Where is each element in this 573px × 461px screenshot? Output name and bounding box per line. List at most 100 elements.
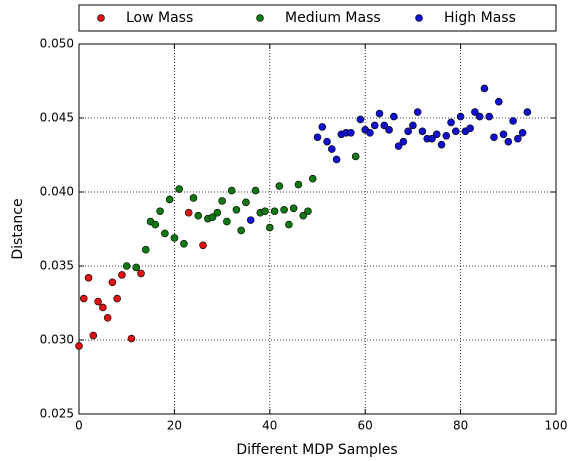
point	[103, 313, 112, 322]
point	[118, 271, 126, 279]
point	[304, 207, 312, 216]
point	[84, 274, 93, 282]
x-tick-label: 0	[75, 419, 83, 433]
point	[490, 133, 498, 142]
legend-marker	[415, 14, 423, 22]
point	[270, 207, 279, 216]
point	[347, 129, 355, 137]
legend-box	[78, 4, 557, 32]
point	[318, 123, 327, 131]
point	[79, 294, 88, 303]
point	[428, 134, 436, 143]
point	[94, 297, 102, 306]
point	[452, 127, 460, 136]
point	[442, 131, 451, 140]
point	[518, 129, 527, 137]
point	[151, 220, 160, 229]
point	[218, 197, 226, 205]
point	[246, 216, 255, 224]
point	[242, 198, 250, 207]
point	[328, 145, 336, 153]
point	[213, 208, 222, 217]
point	[251, 186, 260, 195]
legend-marker	[97, 14, 105, 22]
point	[308, 174, 317, 183]
point	[175, 185, 183, 193]
point	[141, 245, 150, 254]
point	[165, 195, 174, 204]
point	[161, 229, 169, 238]
x-tick-label: 100	[545, 419, 568, 433]
legend-marker	[256, 14, 264, 22]
point	[475, 112, 484, 121]
point	[275, 182, 284, 190]
point	[75, 342, 83, 350]
y-tick-label: 0.050	[40, 37, 74, 51]
point	[466, 124, 474, 133]
point	[237, 226, 245, 235]
point	[366, 129, 374, 137]
y-axis-label: Distance	[10, 198, 26, 259]
point	[514, 134, 522, 143]
point	[99, 303, 107, 312]
point	[494, 97, 503, 106]
point	[485, 112, 494, 121]
point	[180, 240, 188, 248]
y-tick-label: 0.035	[40, 259, 74, 273]
point	[380, 121, 389, 130]
point	[285, 220, 293, 229]
legend-label: Low Mass	[126, 10, 193, 26]
point	[509, 117, 517, 125]
point	[471, 108, 479, 116]
point	[394, 142, 403, 150]
y-tick-label: 0.025	[40, 407, 74, 421]
point	[418, 127, 427, 136]
point	[313, 133, 322, 142]
point	[437, 140, 446, 149]
point	[89, 331, 98, 340]
point	[227, 186, 236, 195]
y-tick-label: 0.030	[40, 333, 74, 347]
point	[432, 130, 441, 139]
point	[137, 269, 145, 278]
point	[122, 262, 131, 270]
point	[370, 121, 379, 130]
point	[351, 152, 360, 161]
point	[323, 137, 331, 146]
point	[194, 211, 203, 220]
point	[447, 118, 455, 127]
point	[223, 217, 231, 226]
point	[390, 112, 398, 121]
point	[156, 207, 164, 216]
y-tick-label: 0.040	[40, 185, 74, 199]
point	[499, 130, 508, 139]
legend-label: Medium Mass	[285, 10, 381, 26]
point	[132, 263, 141, 272]
point	[189, 194, 198, 202]
point	[375, 109, 384, 118]
x-axis-label: Different MDP Samples	[236, 442, 397, 458]
point	[265, 223, 274, 232]
point	[404, 127, 412, 136]
point	[232, 205, 241, 214]
y-tick-label: 0.045	[40, 111, 74, 125]
point	[356, 115, 365, 124]
point	[294, 180, 303, 189]
point	[504, 137, 513, 146]
point	[108, 278, 117, 287]
point	[456, 112, 465, 121]
x-tick-label: 60	[358, 419, 373, 433]
point	[523, 108, 532, 116]
point	[170, 234, 179, 242]
point	[113, 294, 121, 303]
point	[127, 334, 136, 343]
point	[409, 121, 417, 130]
point	[280, 205, 288, 214]
point	[199, 241, 207, 250]
point	[208, 213, 217, 221]
x-tick-label: 40	[262, 419, 277, 433]
point	[289, 204, 298, 213]
point	[385, 126, 393, 134]
point	[332, 155, 341, 164]
